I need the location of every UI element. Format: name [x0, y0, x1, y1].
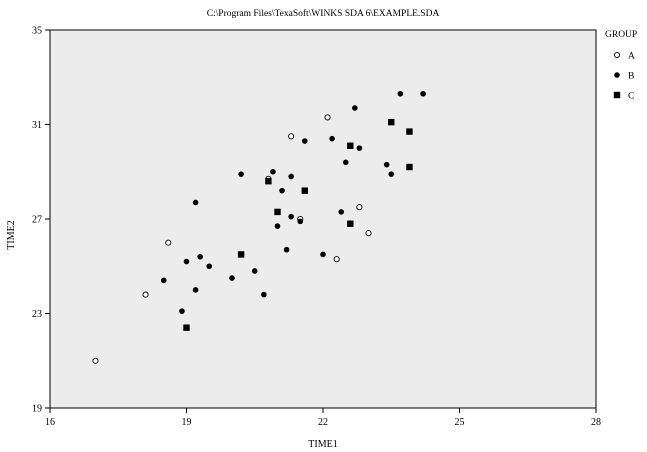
x-tick-label: 22: [318, 417, 328, 428]
legend-label-c: C: [628, 92, 634, 102]
data-point-c: [388, 118, 395, 126]
data-point-b: [197, 253, 203, 260]
data-point-c: [347, 142, 354, 149]
data-point-b: [238, 171, 244, 177]
y-tick-label: 19: [32, 404, 42, 415]
x-axis-label: TIME1: [308, 439, 337, 450]
data-point-b: [320, 251, 326, 258]
legend-title: GROUP: [605, 30, 637, 40]
data-point-a: [288, 133, 295, 140]
data-point-b: [179, 308, 185, 314]
data-point-c: [274, 208, 281, 216]
data-point-b: [329, 135, 335, 142]
data-point-a: [333, 256, 340, 263]
x-tick-label: 28: [591, 417, 601, 428]
legend-marker-a: [613, 51, 621, 59]
data-point-b: [261, 291, 267, 298]
data-point-b: [229, 275, 235, 281]
data-point-b: [160, 277, 167, 284]
y-tick-label: 31: [32, 120, 42, 131]
data-point-c: [301, 187, 308, 194]
data-point-b: [283, 246, 290, 253]
data-point-b: [274, 223, 281, 229]
data-point-b: [420, 90, 426, 97]
data-point-b: [206, 263, 213, 270]
data-point-b: [397, 90, 404, 97]
data-point-b: [192, 287, 199, 293]
data-point-a: [92, 357, 99, 364]
data-point-a: [165, 239, 172, 246]
data-point-a: [324, 114, 331, 121]
data-point-c: [347, 220, 354, 227]
legend-label-b: B: [628, 72, 634, 82]
chart-title: C:\Program Files\TexaSoft\WINKS SDA 6\EX…: [207, 8, 440, 19]
data-point-b: [302, 138, 308, 144]
data-point-c: [265, 178, 272, 185]
data-point-b: [356, 145, 363, 151]
data-point-a: [356, 204, 363, 211]
data-point-b: [251, 268, 258, 274]
data-point-a: [142, 291, 149, 298]
legend-marker-c: [613, 91, 621, 99]
data-points: [92, 90, 426, 364]
y-axis: 19 23 27 31 35: [32, 26, 50, 415]
data-point-b: [388, 171, 395, 177]
data-point-b: [383, 161, 390, 168]
data-point-b: [288, 173, 294, 180]
y-tick-label: 27: [32, 215, 42, 226]
y-axis-label: TIME2: [6, 220, 17, 249]
data-point-b: [352, 105, 358, 111]
x-tick-label: 16: [45, 417, 55, 428]
y-tick-label: 35: [32, 26, 42, 37]
data-point-b: [279, 187, 285, 194]
y-tick-label: 23: [32, 309, 42, 320]
data-point-b: [297, 218, 304, 225]
legend-label-a: A: [628, 52, 635, 62]
data-point-b: [342, 159, 349, 166]
plot-area: [49, 29, 597, 409]
data-point-a: [365, 230, 372, 237]
data-point-b: [288, 213, 294, 220]
data-point-c: [237, 251, 245, 258]
data-point-b: [270, 168, 276, 175]
x-tick-label: 25: [455, 417, 465, 428]
legend: GROUP ABC: [605, 30, 637, 102]
data-point-b: [192, 199, 199, 206]
x-axis: 16 19 22 25 28: [45, 408, 601, 428]
data-point-c: [406, 128, 413, 135]
data-point-c: [183, 324, 190, 331]
data-point-c: [406, 163, 413, 171]
legend-marker-b: [614, 72, 620, 78]
data-point-b: [183, 258, 190, 265]
x-tick-label: 19: [182, 417, 192, 428]
data-point-b: [338, 209, 345, 215]
